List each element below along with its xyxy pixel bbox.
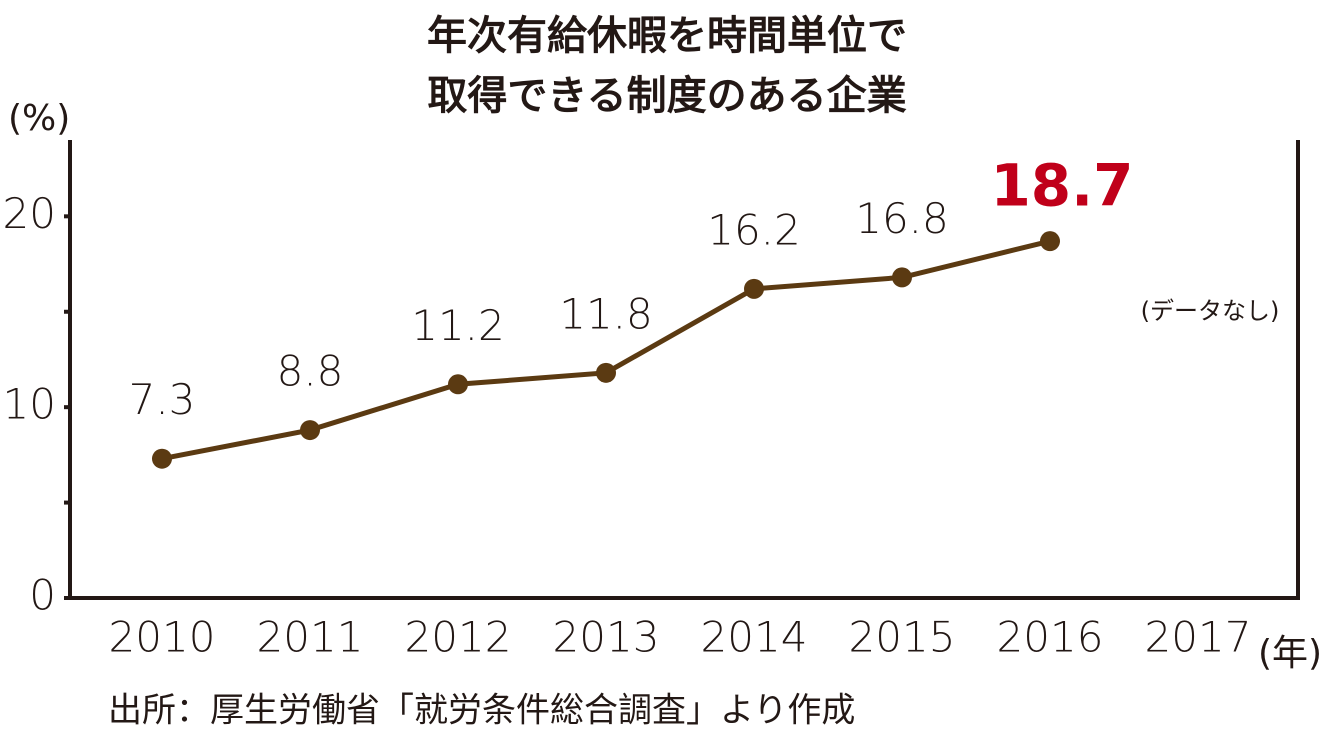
point [152, 448, 172, 469]
value-label: 16.2 [707, 205, 801, 254]
annotation: (データなし) [1141, 297, 1280, 325]
y-tick-label: 0 [29, 571, 56, 620]
x-tick-label: 2014 [701, 613, 808, 662]
value-label: 18.7 [990, 151, 1133, 219]
y-tick-label: 20 [3, 189, 56, 238]
value-label: 16.8 [855, 194, 949, 243]
value-label: 8.8 [277, 347, 344, 396]
point [744, 278, 764, 299]
point [596, 362, 616, 383]
value-label: 11.2 [411, 301, 505, 350]
x-tick-label: 2016 [997, 613, 1104, 662]
x-tick-label: 2017 [1145, 613, 1252, 662]
x-tick-label: 2011 [257, 613, 364, 662]
point [448, 374, 468, 395]
x-tick-label: 2010 [109, 613, 216, 662]
x-tick-label: 2012 [405, 613, 512, 662]
chart-title: 取得できる制度のある企業 [427, 73, 906, 119]
x-tick-label: 2013 [553, 613, 660, 662]
point [300, 420, 320, 441]
value-label: 11.8 [559, 289, 653, 338]
value-label: 7.3 [129, 375, 196, 424]
source: 出所：厚生労働省「就労条件総合調査」より作成 [108, 691, 855, 731]
y-unit: (%) [8, 98, 70, 139]
chart-title: 年次有給休暇を時間単位で [427, 13, 907, 59]
point [892, 267, 912, 288]
point [1040, 231, 1060, 252]
y-tick-label: 10 [3, 380, 56, 429]
x-unit: (年) [1258, 633, 1322, 674]
x-tick-label: 2015 [849, 613, 956, 662]
